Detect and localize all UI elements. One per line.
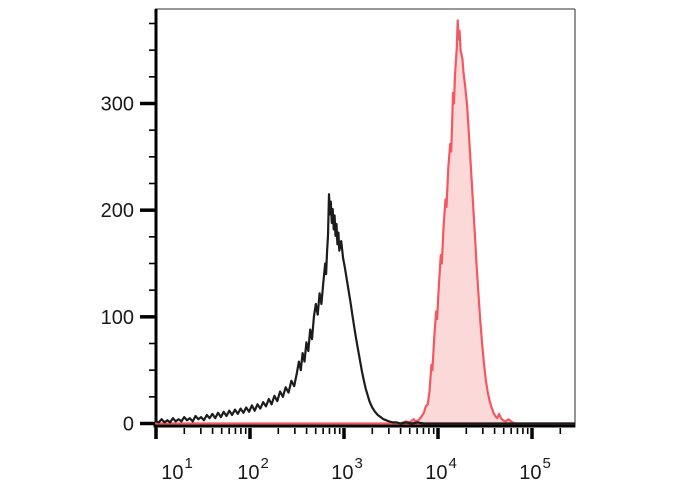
x-tick-label: 101 — [161, 455, 193, 484]
x-tick-label: 103 — [331, 455, 363, 484]
red-filled-histogram — [154, 19, 576, 425]
black-open-histogram — [154, 193, 576, 425]
x-tick-label: 104 — [425, 455, 457, 484]
y-tick-label: 300 — [101, 94, 134, 116]
x-tick-label: 102 — [237, 455, 269, 484]
y-tick-label: 0 — [123, 414, 134, 436]
y-tick-label: 100 — [101, 307, 134, 329]
x-tick-label: 105 — [519, 455, 551, 484]
y-tick-label: 200 — [101, 200, 134, 222]
